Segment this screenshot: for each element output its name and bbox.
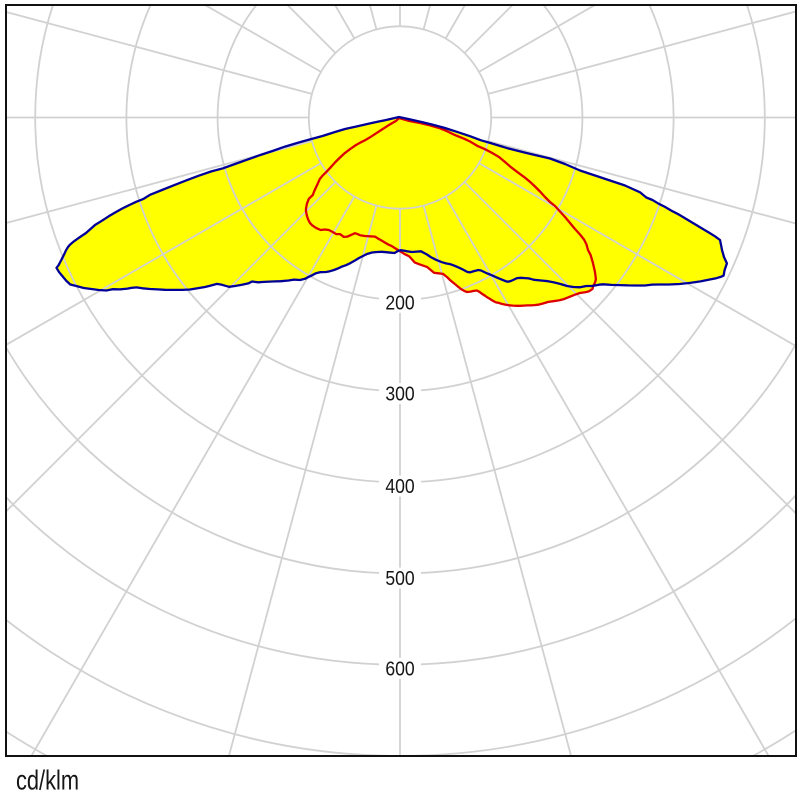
svg-text:400: 400 [385,475,414,497]
svg-text:300: 300 [385,382,414,404]
svg-text:500: 500 [385,567,414,589]
svg-text:cd/klm: cd/klm [16,765,79,796]
svg-text:600: 600 [385,657,414,679]
svg-text:200: 200 [385,291,414,313]
